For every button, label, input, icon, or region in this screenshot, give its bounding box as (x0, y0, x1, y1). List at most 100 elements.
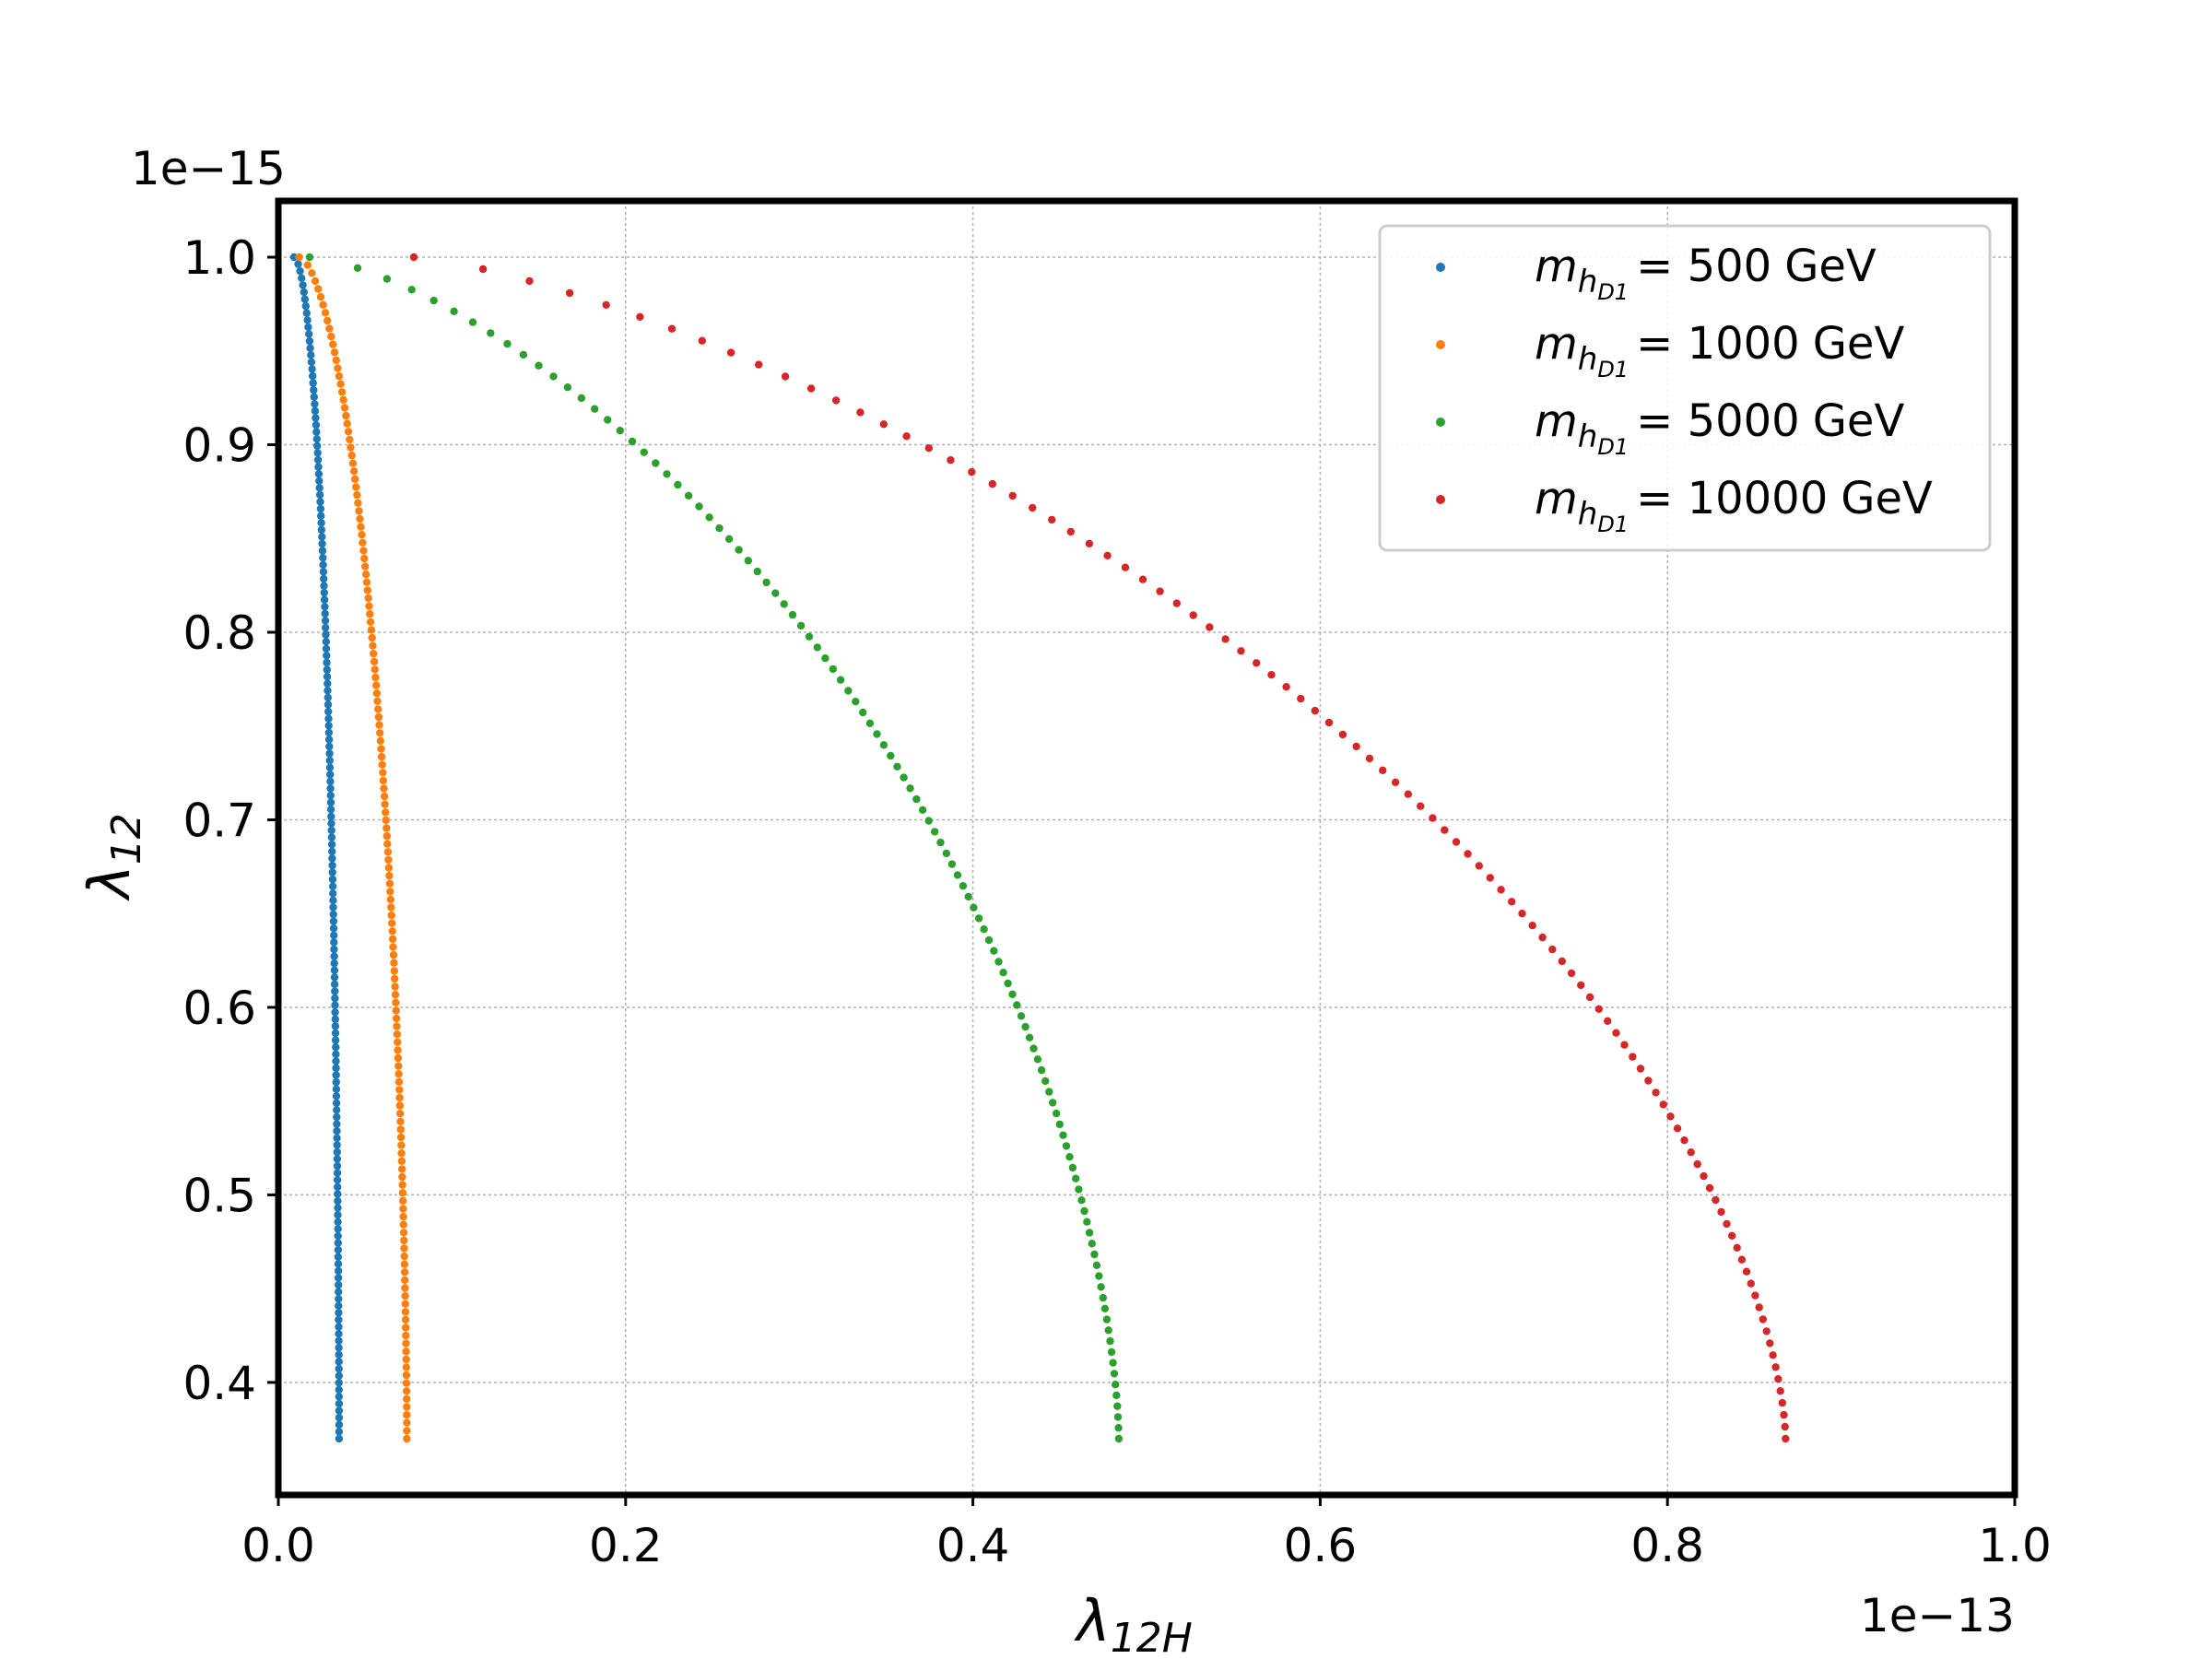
data-point (332, 1050, 340, 1059)
data-point (333, 1141, 341, 1149)
data-point (1088, 1240, 1097, 1248)
data-point (1774, 1375, 1783, 1383)
data-point (393, 1030, 402, 1039)
data-point (813, 643, 821, 652)
data-point (381, 800, 389, 808)
data-point (396, 1117, 405, 1126)
data-point (684, 491, 693, 500)
data-point (402, 1379, 411, 1387)
data-point (330, 938, 338, 947)
data-point (663, 470, 671, 478)
data-point (313, 441, 322, 450)
data-point (563, 383, 572, 392)
y-tick-label: 0.9 (182, 419, 256, 473)
data-point (326, 771, 335, 779)
data-point (299, 281, 307, 289)
legend-label: mhD1 = 500 GeV (1535, 241, 1877, 305)
data-point (336, 380, 345, 388)
data-point (389, 950, 398, 959)
data-point (330, 931, 338, 939)
data-point (1189, 611, 1197, 619)
data-point (319, 560, 327, 569)
data-point (353, 264, 362, 272)
data-point (1110, 1370, 1119, 1378)
data-point (333, 1127, 341, 1135)
data-point (331, 1008, 339, 1017)
data-point (1267, 671, 1276, 679)
data-point (305, 336, 314, 346)
data-point (392, 1006, 400, 1015)
data-point (1776, 1387, 1784, 1395)
data-point (322, 644, 331, 653)
data-point (1379, 766, 1387, 774)
data-point (780, 600, 788, 608)
data-point (394, 1046, 402, 1054)
data-point (374, 705, 382, 713)
data-point (379, 776, 388, 785)
data-point (382, 808, 390, 817)
data-point (390, 959, 398, 967)
data-point (348, 459, 358, 467)
data-point (1052, 1109, 1061, 1118)
data-point (298, 274, 306, 282)
data-point (325, 324, 334, 333)
data-point (334, 1266, 343, 1276)
data-point (1172, 599, 1182, 607)
data-point (332, 1057, 340, 1065)
data-point (1666, 1112, 1675, 1121)
data-point (873, 730, 881, 738)
data-point (1113, 1413, 1123, 1421)
data-point (353, 490, 361, 500)
data-point (324, 679, 332, 688)
data-point (1083, 1218, 1091, 1226)
data-point (397, 1141, 406, 1149)
data-point (337, 388, 347, 396)
data-point (339, 395, 347, 405)
x-tick-label: 0.0 (241, 1519, 315, 1572)
data-point (1417, 802, 1425, 810)
data-point (327, 819, 335, 828)
data-point (402, 1339, 410, 1347)
data-point (1109, 1359, 1117, 1367)
data-point (429, 296, 438, 305)
data-point (879, 420, 888, 429)
data-point (376, 736, 384, 746)
data-point (1077, 1196, 1086, 1205)
data-point (334, 364, 342, 372)
data-point (1237, 647, 1245, 655)
data-point (342, 411, 350, 420)
data-point (335, 1358, 343, 1366)
data-point (1585, 993, 1594, 1002)
data-point (409, 253, 418, 262)
data-point (1528, 922, 1536, 930)
data-point (974, 914, 983, 923)
data-point (865, 719, 875, 727)
data-point (335, 1295, 343, 1303)
data-point (319, 554, 327, 562)
data-point (382, 831, 391, 841)
legend-marker (1436, 340, 1445, 349)
data-point (329, 917, 338, 925)
data-point (1114, 1434, 1124, 1443)
data-point (964, 892, 972, 901)
data-point (334, 1239, 342, 1247)
data-point (305, 330, 313, 338)
data-point (326, 791, 335, 800)
data-point (1080, 1206, 1088, 1216)
data-point (906, 784, 914, 793)
data-point (1693, 1159, 1701, 1169)
data-point (652, 459, 660, 467)
data-point (382, 816, 390, 825)
data-point (321, 603, 329, 611)
data-point (487, 329, 495, 337)
data-point (821, 654, 830, 663)
data-point (333, 1134, 341, 1143)
data-point (325, 763, 335, 771)
data-point (762, 578, 771, 587)
data-point (349, 467, 359, 476)
data-point (403, 1403, 411, 1411)
data-point (364, 594, 372, 603)
data-point (314, 463, 323, 471)
data-point (805, 632, 814, 641)
